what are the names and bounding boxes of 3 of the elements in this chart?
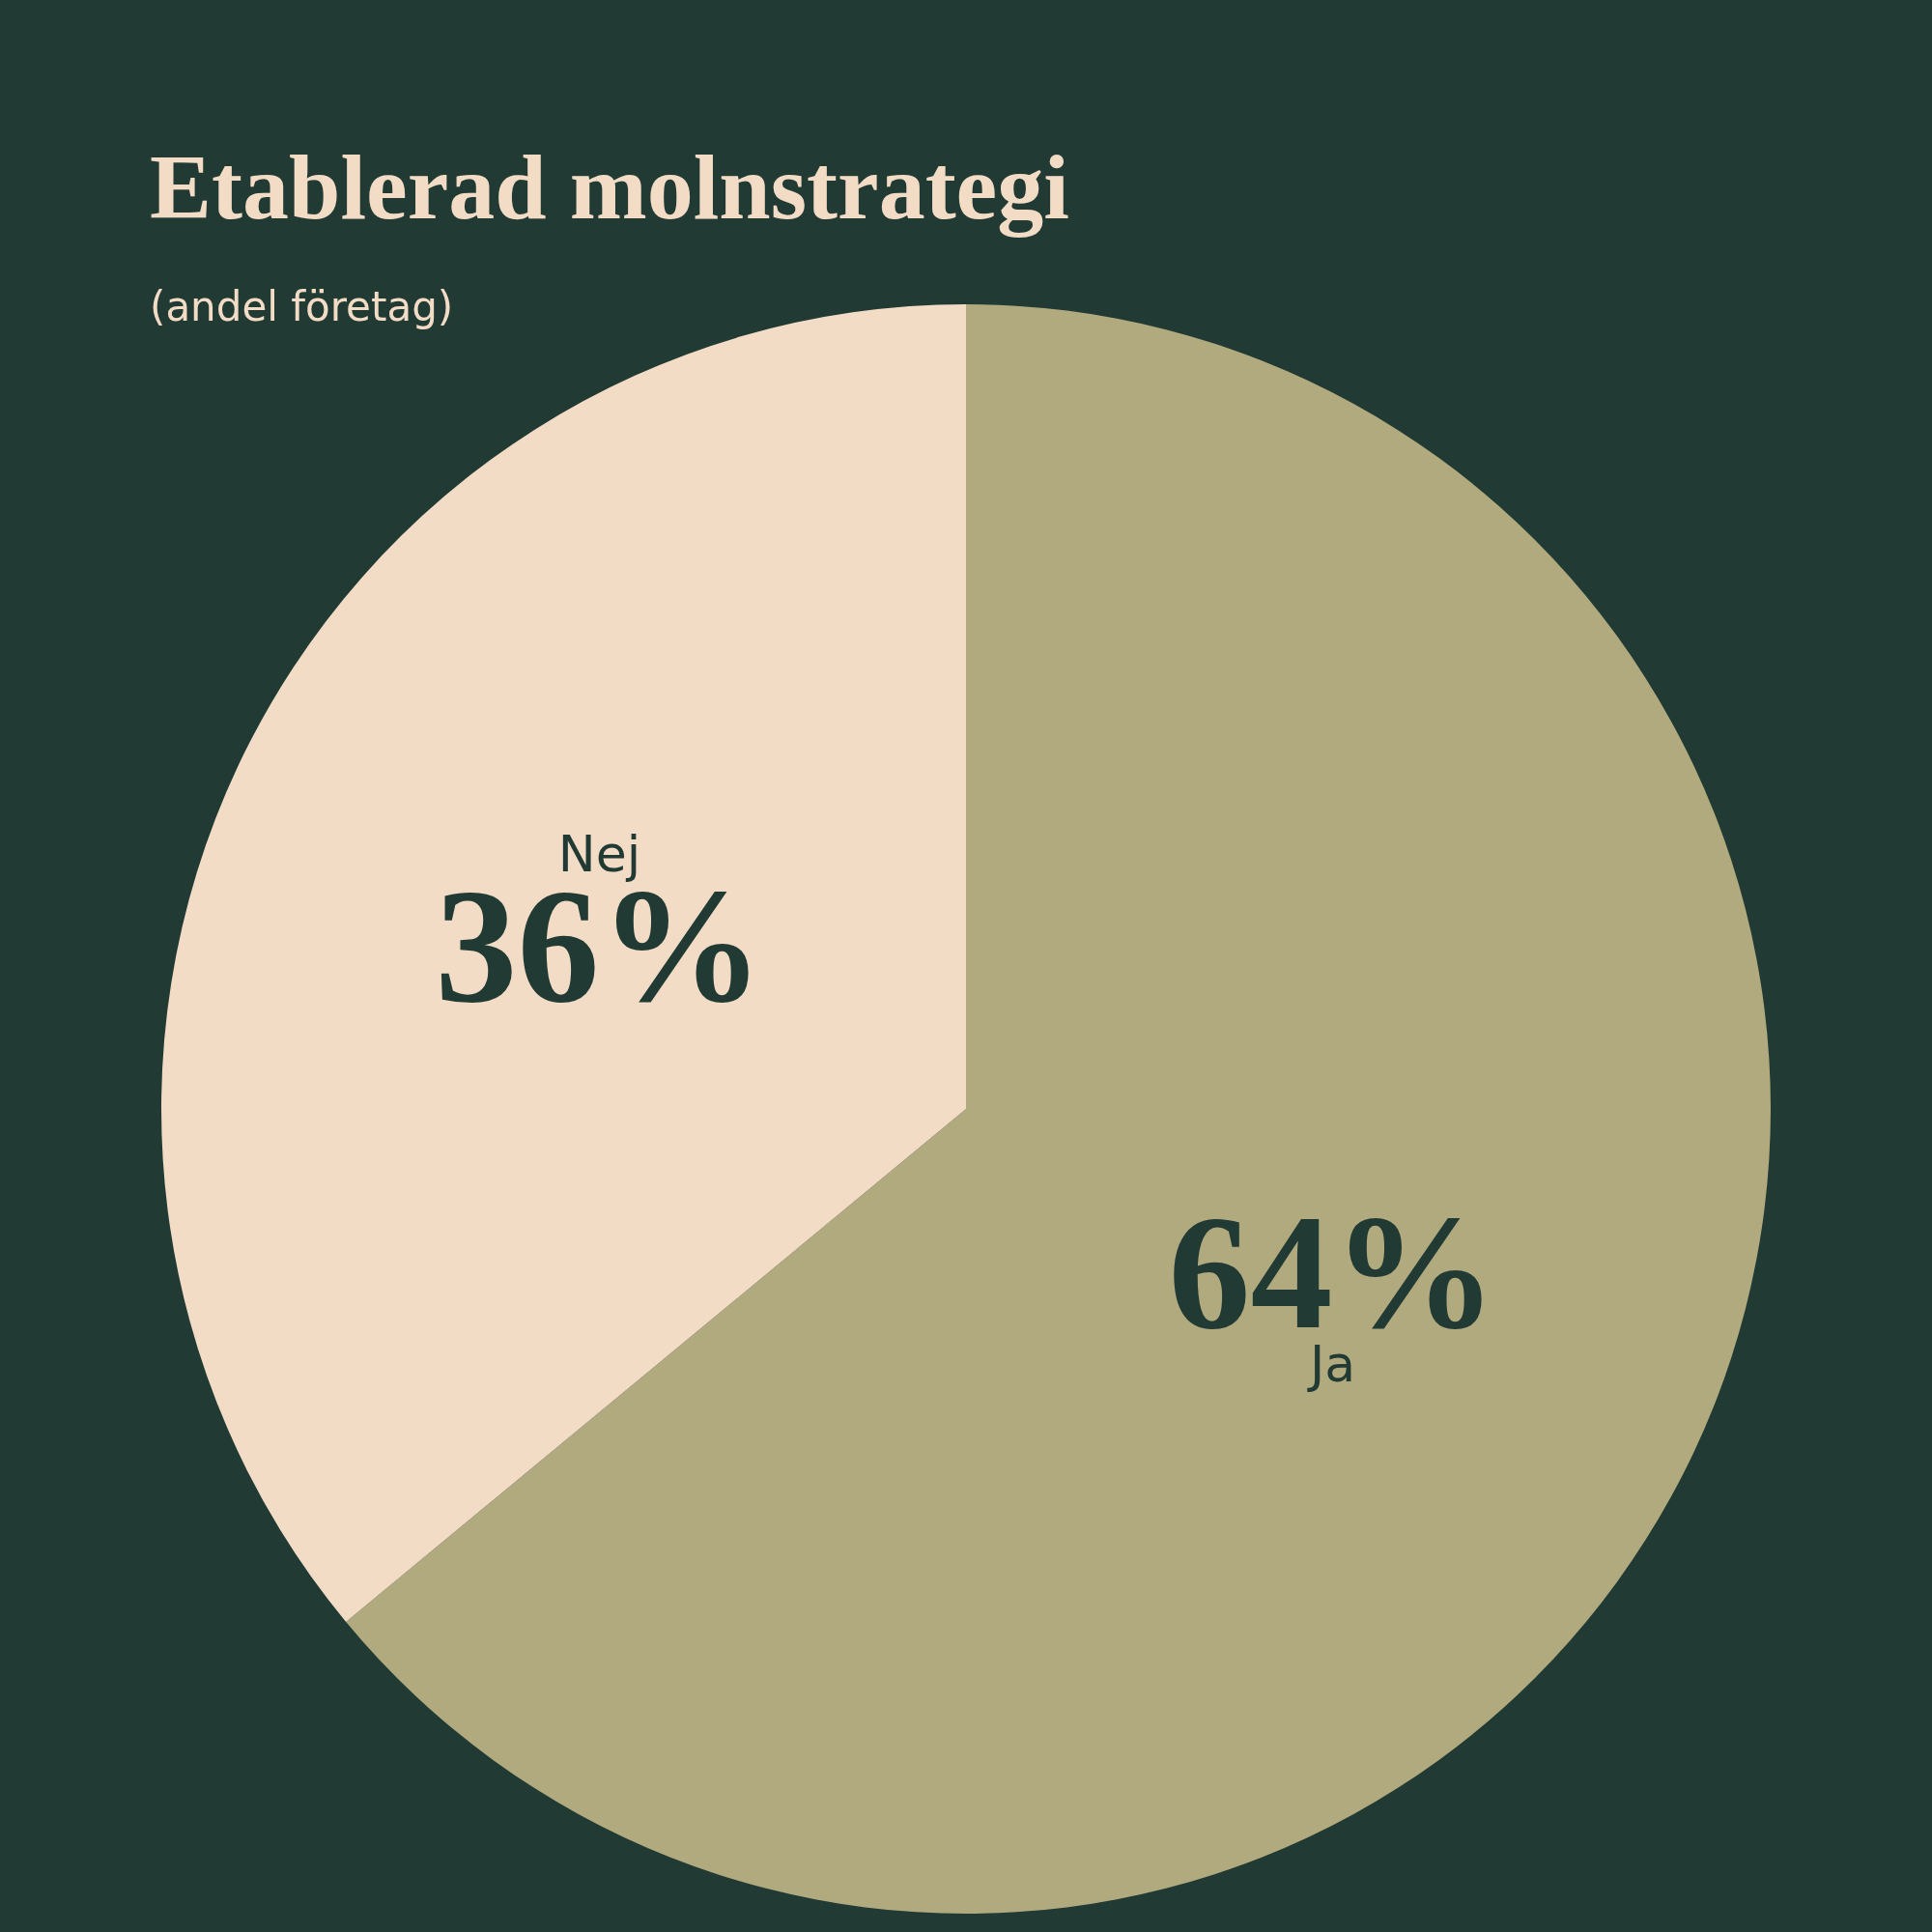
chart-title: Etablerad molnstrategi (150, 134, 1069, 239)
chart-subtitle: (andel företag) (150, 282, 454, 330)
slice-label: Nej (557, 825, 641, 884)
